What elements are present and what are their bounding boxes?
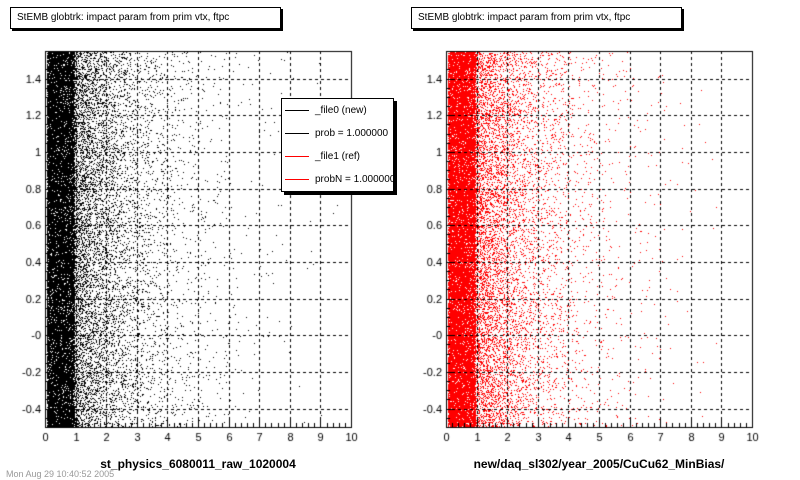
legend-label: _file0 (new) <box>315 104 367 116</box>
legend-entry-probN: probN = 1.000000 <box>282 168 393 190</box>
legend-line-red <box>285 155 309 157</box>
right-plot-title: StEMB globtrk: impact param from prim vt… <box>411 7 682 29</box>
legend-label: _file1 (ref) <box>315 150 361 162</box>
legend-entry-prob: prob = 1.000000 <box>282 122 393 144</box>
legend-entry-file1: _file1 (ref) <box>282 145 393 167</box>
right-x-axis-title: new/daq_sl302/year_2005/CuCu62_MinBias/ <box>473 457 725 471</box>
timestamp-footer: Mon Aug 29 10:40:52 2005 <box>6 469 115 479</box>
legend-label: prob = 1.000000 <box>315 127 389 139</box>
legend: _file0 (new) prob = 1.000000 _file1 (ref… <box>281 98 394 192</box>
legend-line-black <box>285 109 309 111</box>
left-x-axis-title: st_physics_6080011_raw_1020004 <box>100 457 296 471</box>
legend-line-black <box>285 132 309 134</box>
legend-label: probN = 1.000000 <box>315 173 394 185</box>
left-plot-title: StEMB globtrk: impact param from prim vt… <box>10 7 281 29</box>
legend-entry-file0: _file0 (new) <box>282 99 393 121</box>
legend-line-red <box>285 178 309 180</box>
